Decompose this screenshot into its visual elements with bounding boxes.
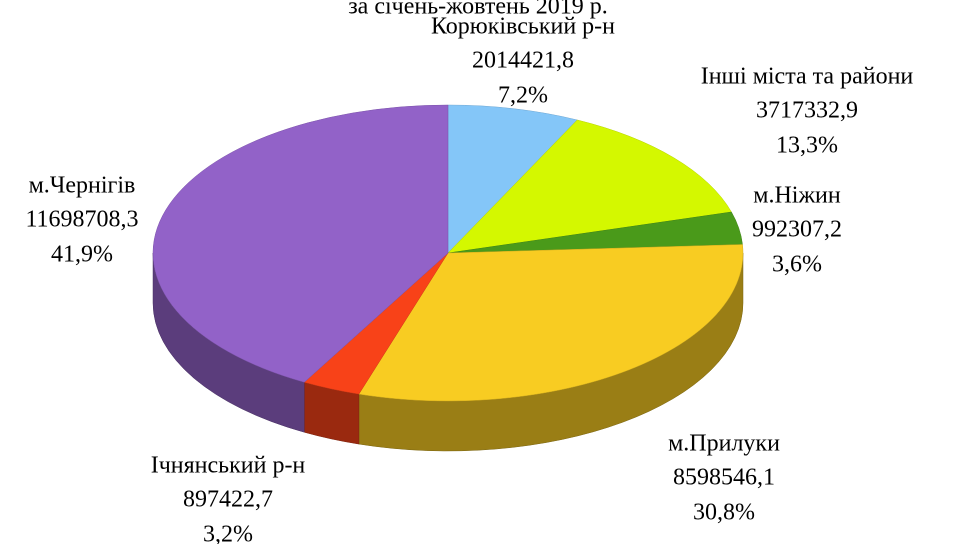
slice	[358, 244, 744, 402]
value-label: 11698708,3	[25, 207, 138, 233]
slice-label: Корюківський р-н	[431, 14, 615, 40]
slice	[447, 104, 578, 254]
percent-label: 30,8%	[693, 500, 755, 526]
slice-label: м.Ніжин	[753, 183, 841, 209]
value-label: 8598546,1	[673, 465, 775, 491]
chart-title: за січень-жовтень 2019 р.	[348, 0, 608, 20]
value-label: 2014421,8	[472, 48, 574, 74]
slice	[447, 119, 732, 254]
percent-label: 41,9%	[51, 242, 113, 268]
value-label: 992307,2	[752, 217, 842, 243]
slice-label: Ічнянський р-н	[151, 453, 306, 479]
slice-label: м.Прилуки	[668, 431, 780, 457]
percent-label: 3,2%	[203, 522, 253, 544]
slice-label: Інші міста та райони	[701, 64, 914, 90]
slice-label: м.Чернігів	[29, 173, 136, 199]
value-label: 897422,7	[183, 487, 273, 513]
percent-label: 3,6%	[772, 252, 822, 278]
slice	[152, 104, 449, 383]
percent-label: 13,3%	[776, 133, 838, 159]
value-label: 3717332,9	[756, 98, 858, 124]
percent-label: 7,2%	[498, 83, 548, 109]
